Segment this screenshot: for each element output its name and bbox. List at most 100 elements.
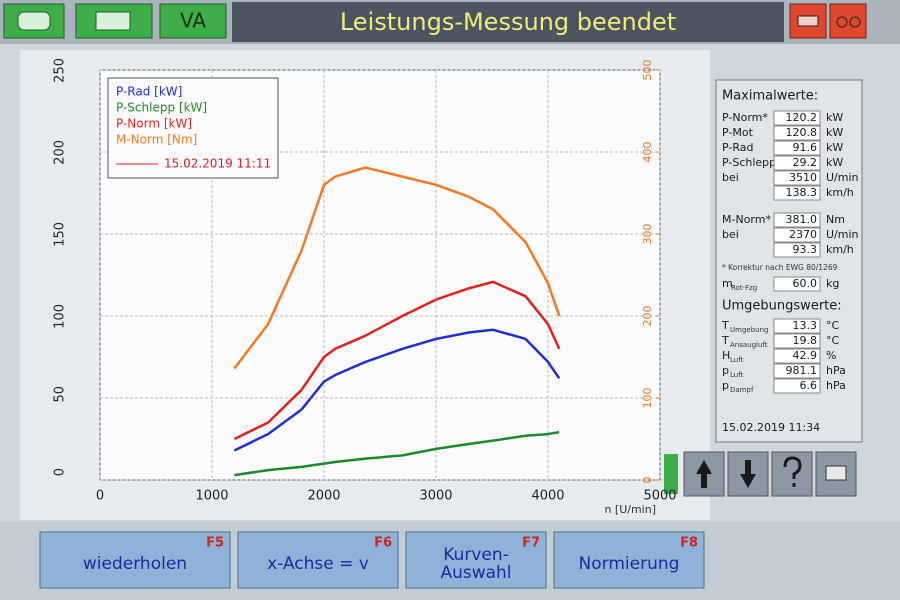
function-key: F7 [522, 536, 540, 551]
value: 120.2 [786, 111, 818, 124]
row-unit: U/min [826, 171, 859, 184]
help-icon [783, 456, 802, 487]
value: 120.8 [786, 126, 818, 139]
value-box [773, 170, 821, 186]
x-axis-label: n [U/min] [604, 503, 656, 516]
y-tick-label: 200 [53, 140, 68, 165]
legend-note: 15.02.2019 11:11 [164, 157, 271, 171]
panel-title: Maximalwerte: [722, 89, 818, 104]
value: 42.9 [793, 349, 818, 362]
env-label: T [721, 334, 729, 347]
y2-tick-label: 400 [641, 142, 654, 163]
value-box [773, 276, 821, 292]
function-key: F8 [680, 536, 698, 551]
row-label: P-Mot [722, 126, 754, 139]
series-line [234, 430, 560, 477]
function-button[interactable] [553, 531, 705, 589]
icon [797, 15, 819, 27]
env-unit: hPa [826, 379, 846, 392]
value: 3510 [789, 171, 817, 184]
value: 981.1 [786, 364, 818, 377]
value-box [773, 363, 821, 379]
value: 6.6 [800, 379, 818, 392]
icon [836, 16, 848, 28]
function-button[interactable] [237, 531, 399, 589]
y-tick-label: 50 [53, 386, 68, 403]
value-box [773, 242, 821, 258]
row-unit: U/min [826, 228, 859, 241]
value-box [773, 125, 821, 141]
function-button[interactable] [39, 531, 231, 589]
env-label: p [722, 379, 729, 392]
y-tick-label: 250 [53, 58, 68, 83]
env-title: Umgebungswerte: [722, 299, 842, 314]
mass-sub: Rot-Fzg [731, 284, 757, 292]
env-sub: Luft [730, 356, 744, 364]
env-unit: hPa [826, 364, 846, 377]
value-box [773, 155, 821, 171]
engine-icon [95, 11, 131, 31]
function-button[interactable] [405, 531, 547, 589]
x-tick-label: 5000 [643, 489, 676, 504]
value-box [773, 333, 821, 349]
icon-button[interactable] [829, 3, 867, 39]
row-unit: Nm [826, 213, 845, 226]
x-tick-label: 4000 [531, 489, 564, 504]
indicator [664, 454, 678, 494]
y-tick-label: 100 [53, 304, 68, 329]
row-unit: km/h [826, 243, 854, 256]
mass-label: m [722, 277, 733, 290]
mass-unit: kg [826, 277, 839, 290]
icon-button[interactable] [3, 3, 65, 39]
env-sub: Dampf [730, 386, 754, 394]
x-tick-label: 1000 [195, 489, 228, 504]
y-tick-label: 0 [53, 468, 68, 476]
env-sub: Ansaugluft [730, 341, 768, 349]
print-icon [825, 465, 847, 481]
row-label: P-Norm* [722, 111, 768, 124]
up-arrow [696, 460, 712, 488]
env-label: T [721, 319, 729, 332]
down-arrow [740, 460, 756, 488]
row-label: bei [722, 171, 739, 184]
button-label: Normierung [579, 554, 680, 574]
row-unit: kW [826, 141, 843, 154]
x-tick-label: 3000 [419, 489, 452, 504]
hand-icon [17, 11, 51, 31]
row-label: M-Norm* [722, 213, 771, 226]
value: 13.3 [793, 319, 818, 332]
screen-title: Leistungs-Messung beendet [340, 8, 676, 36]
legend-entry: P-Schlepp [kW] [116, 101, 207, 115]
value: 19.8 [793, 334, 818, 347]
row-unit: kW [826, 156, 843, 169]
y-tick-label: 150 [53, 222, 68, 247]
panel-note: * Korrektur nach EWG 80/1269 [722, 263, 838, 272]
button-label: Kurven- [443, 545, 509, 565]
value: 2370 [789, 228, 817, 241]
row-unit: kW [826, 111, 843, 124]
value-box [773, 227, 821, 243]
legend-entry: P-Norm [kW] [116, 117, 192, 131]
row-label: P-Schlepp [722, 156, 776, 169]
series-line [233, 328, 561, 452]
row-label: P-Rad [722, 141, 754, 154]
function-key: F6 [374, 536, 392, 551]
y2-tick-label: 200 [641, 306, 654, 327]
value-box [773, 212, 821, 228]
value-box [773, 348, 821, 364]
button-label: Auswahl [440, 563, 511, 583]
value: 138.3 [786, 186, 818, 199]
env-unit: °C [826, 334, 840, 347]
row-label: bei [722, 228, 739, 241]
series-line [233, 166, 561, 370]
env-label: H [722, 349, 730, 362]
value: 29.2 [793, 156, 818, 169]
tab-label: VA [180, 9, 206, 33]
x-tick-label: 0 [96, 489, 104, 504]
series-line [233, 280, 561, 441]
button-label: x-Achse = v [267, 554, 369, 574]
y2-tick-label: 0 [641, 477, 654, 484]
tab-button[interactable] [159, 3, 227, 39]
